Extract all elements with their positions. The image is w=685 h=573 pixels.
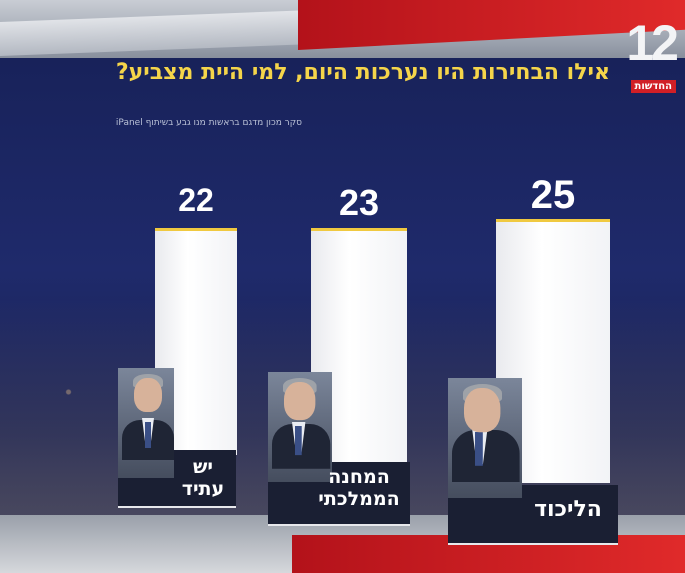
chart-title: אילו הבחירות היו נערכות היום, למי היית מ… (115, 60, 610, 85)
candidate-party-label: יש עתיד (181, 456, 225, 500)
channel-logo: 12 החדשות (606, 14, 680, 93)
candidate-photo (268, 372, 332, 482)
bar-value-label: 25 (530, 172, 576, 217)
channel-name: החדשות (630, 80, 676, 93)
bar-value-label: 23 (338, 182, 380, 224)
channel-number: 12 (626, 15, 679, 71)
candidate-party-label: הליכוד (534, 497, 602, 522)
poll-source: סקר מכון מדגם בראשות מנו גבע בשיתוף iPan… (115, 118, 302, 128)
candidate-photo (448, 378, 522, 498)
bar-value-label: 22 (178, 181, 214, 218)
candidate-photo (118, 368, 174, 478)
candidate-party-label: המחנה הממלכתי (318, 466, 400, 510)
